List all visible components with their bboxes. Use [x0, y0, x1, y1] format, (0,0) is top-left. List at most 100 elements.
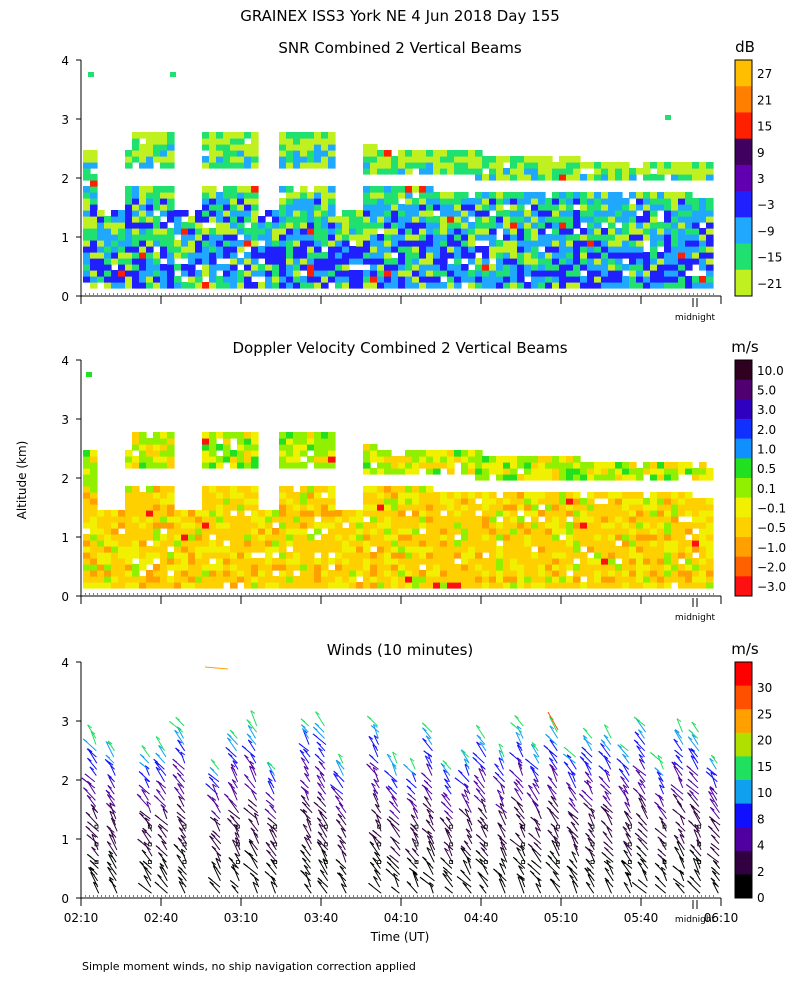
wind-barb [585, 858, 594, 869]
doppler-cell [139, 582, 147, 589]
doppler-cell [692, 576, 700, 583]
doppler-cell [419, 534, 427, 541]
snr-cell [202, 282, 210, 289]
doppler-cell [503, 456, 511, 463]
snr-cell [454, 252, 462, 259]
doppler-cell [545, 570, 553, 577]
snr-cell [671, 246, 679, 253]
wind-barb [385, 786, 397, 801]
doppler-cell [195, 534, 203, 541]
doppler-cell [237, 522, 245, 529]
doppler-cell [377, 540, 385, 547]
wind-barb-flag [519, 822, 524, 827]
doppler-cell [531, 516, 539, 523]
doppler-cell [706, 468, 714, 475]
doppler-cell [517, 570, 525, 577]
snr-cell [377, 210, 385, 217]
doppler-cell [636, 546, 644, 553]
wind-barb [638, 797, 647, 813]
doppler-cell [202, 552, 210, 559]
doppler-cell [160, 486, 168, 493]
doppler-cell [475, 570, 483, 577]
wind-barb [215, 858, 221, 869]
doppler-cell [510, 552, 518, 559]
doppler-cell [97, 552, 105, 559]
snr-cell [132, 210, 140, 217]
wind-barb [547, 829, 560, 845]
wind-barb-flag [155, 766, 161, 771]
snr-cell [188, 258, 196, 265]
doppler-cell [573, 540, 581, 547]
wind-barb-flag [421, 772, 426, 777]
doppler-cell [657, 576, 665, 583]
doppler-cell [608, 576, 616, 583]
doppler-cell [174, 522, 182, 529]
doppler-cell [538, 456, 546, 463]
wind-barb-flag [634, 832, 640, 837]
wind-barb [369, 841, 381, 857]
snr-cell [209, 228, 217, 235]
doppler-cell [174, 570, 182, 577]
snr-cell [692, 168, 700, 175]
doppler-cell [496, 552, 504, 559]
wind-barb [269, 825, 277, 838]
wind-barb-flag [552, 871, 558, 875]
snr-cell [125, 210, 133, 217]
doppler-cell [524, 576, 532, 583]
snr-cell [342, 210, 350, 217]
wind-barb-flag [623, 842, 629, 847]
doppler-cell [293, 576, 301, 583]
wind-barb [211, 861, 222, 875]
snr-cell [237, 216, 245, 223]
doppler-cell [531, 510, 539, 517]
snr-cell [433, 162, 441, 169]
doppler-cell [216, 540, 224, 547]
snr-cell [426, 186, 434, 193]
doppler-cell [622, 552, 630, 559]
wind-barb [174, 786, 186, 801]
doppler-cell [419, 552, 427, 559]
snr-cell [314, 258, 322, 265]
calm-marker [235, 824, 240, 829]
doppler-cell [398, 486, 406, 493]
doppler-cell [566, 534, 574, 541]
doppler-cell [251, 564, 259, 571]
snr-cell [244, 258, 252, 265]
wind-barb-flag [479, 884, 484, 889]
wind-barb-flag [443, 869, 448, 874]
snr-cell [594, 258, 602, 265]
wind-barb [88, 867, 99, 882]
doppler-cell [706, 564, 714, 571]
snr-cell [118, 258, 126, 265]
doppler-cell [538, 474, 546, 481]
doppler-cell [503, 522, 511, 529]
doppler-cell [272, 516, 280, 523]
doppler-cell [594, 546, 602, 553]
doppler-cell [601, 510, 609, 517]
snr-cell [370, 210, 378, 217]
wind-barb [230, 766, 239, 782]
wind-barb [339, 865, 347, 875]
snr-cell [230, 150, 238, 157]
snr-cell [181, 246, 189, 253]
snr-cell [419, 168, 427, 175]
snr-cell [664, 246, 672, 253]
doppler-cell [412, 534, 420, 541]
snr-cell [146, 192, 154, 199]
doppler-cell [139, 522, 147, 529]
snr-cell [244, 162, 252, 169]
snr-cell [475, 216, 483, 223]
wind-barb-flag [548, 800, 553, 805]
doppler-cell [545, 468, 553, 475]
snr-cell [615, 168, 623, 175]
snr-cell [580, 192, 588, 199]
snr-cell [545, 240, 553, 247]
colorbar-swatch [735, 438, 752, 459]
doppler-cell [153, 516, 161, 523]
doppler-cell [167, 462, 175, 469]
wind-barb [641, 869, 648, 882]
wind-barb [303, 836, 312, 851]
wind-barb-flag [550, 823, 556, 828]
doppler-cell [202, 438, 210, 445]
wind-barb-flag [372, 829, 377, 834]
